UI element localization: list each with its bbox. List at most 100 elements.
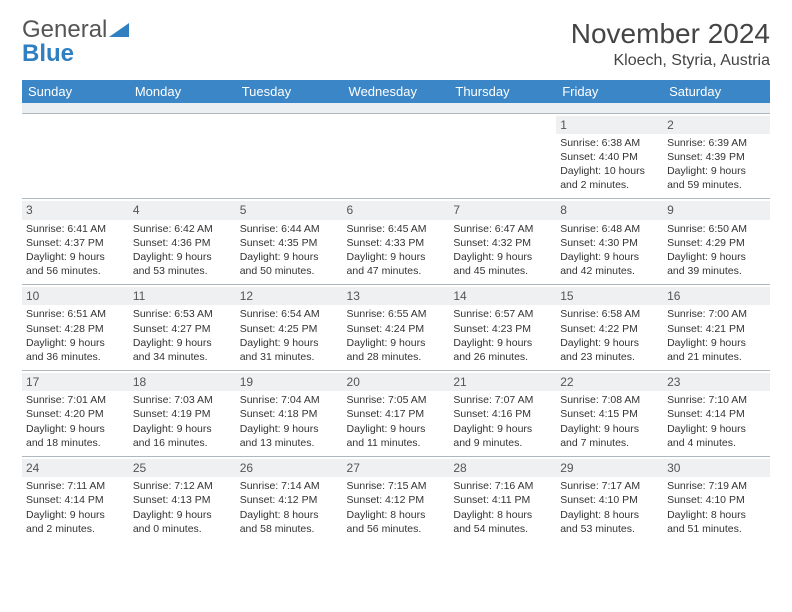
day-cell: 1Sunrise: 6:38 AMSunset: 4:40 PMDaylight… [556, 113, 663, 199]
sunrise-line: Sunrise: 7:00 AM [667, 307, 766, 321]
sunset-line: Sunset: 4:40 PM [560, 150, 659, 164]
day-cell: 29Sunrise: 7:17 AMSunset: 4:10 PMDayligh… [556, 457, 663, 542]
day-cell: 22 Sunrise: 7:08 AMSunset: 4:15 PMDayligh… [556, 371, 663, 457]
day-number: 30 [663, 459, 770, 477]
day-cell: 13Sunrise: 6:55 AMSunset: 4:24 PMDayligh… [343, 285, 450, 371]
sunrise-line: Sunrise: 6:41 AM [26, 222, 125, 236]
sunset-line: Sunset: 4:10 PM [560, 493, 659, 507]
spacer-row [22, 103, 770, 113]
daylight-line: Daylight: 9 hours and 42 minutes. [560, 250, 659, 278]
sunset-line: Sunset: 4:32 PM [453, 236, 552, 250]
empty-cell [343, 113, 450, 199]
empty-cell [236, 113, 343, 199]
sunrise-line: Sunrise: 7:04 AM [240, 393, 339, 407]
day-cell: 17Sunrise: 7:01 AMSunset: 4:20 PMDayligh… [22, 371, 129, 457]
weekday-header: Tuesday [236, 80, 343, 103]
sunrise-line: Sunrise: 6:51 AM [26, 307, 125, 321]
daylight-line: Daylight: 9 hours and 7 minutes. [560, 422, 659, 450]
daylight-line: Daylight: 8 hours and 53 minutes. [560, 508, 659, 536]
sunrise-line: Sunrise: 6:57 AM [453, 307, 552, 321]
sunrise-line: Sunrise: 6:47 AM [453, 222, 552, 236]
day-number: 14 [449, 287, 556, 305]
empty-cell [22, 113, 129, 199]
day-cell: 21Sunrise: 7:07 AMSunset: 4:16 PMDayligh… [449, 371, 556, 457]
sunrise-line: Sunrise: 6:44 AM [240, 222, 339, 236]
day-number: 16 [663, 287, 770, 305]
sunrise-line: Sunrise: 7:08 AM [560, 393, 659, 407]
logo: General Blue [22, 18, 129, 66]
day-number: 23 [663, 373, 770, 391]
day-cell: 18Sunrise: 7:03 AMSunset: 4:19 PMDayligh… [129, 371, 236, 457]
day-cell: 28Sunrise: 7:16 AMSunset: 4:11 PMDayligh… [449, 457, 556, 542]
day-cell: 4Sunrise: 6:42 AMSunset: 4:36 PMDaylight… [129, 199, 236, 285]
sunrise-line: Sunrise: 6:55 AM [347, 307, 446, 321]
sunset-line: Sunset: 4:24 PM [347, 322, 446, 336]
sunrise-line: Sunrise: 7:14 AM [240, 479, 339, 493]
empty-cell [129, 113, 236, 199]
sunset-line: Sunset: 4:11 PM [453, 493, 552, 507]
sunrise-line: Sunrise: 7:05 AM [347, 393, 446, 407]
sunset-line: Sunset: 4:12 PM [240, 493, 339, 507]
daylight-line: Daylight: 9 hours and 31 minutes. [240, 336, 339, 364]
sunrise-line: Sunrise: 6:39 AM [667, 136, 766, 150]
sunrise-line: Sunrise: 6:48 AM [560, 222, 659, 236]
day-number: 27 [343, 459, 450, 477]
sunrise-line: Sunrise: 7:11 AM [26, 479, 125, 493]
sunrise-line: Sunrise: 6:38 AM [560, 136, 659, 150]
day-number: 9 [663, 201, 770, 219]
weekday-header: Thursday [449, 80, 556, 103]
day-cell: 30Sunrise: 7:19 AMSunset: 4:10 PMDayligh… [663, 457, 770, 542]
day-cell: 14 Sunrise: 6:57 AMSunset: 4:23 PMDayligh… [449, 285, 556, 371]
sunset-line: Sunset: 4:14 PM [667, 407, 766, 421]
weekday-header: Wednesday [343, 80, 450, 103]
day-number: 8 [556, 201, 663, 219]
sunset-line: Sunset: 4:23 PM [453, 322, 552, 336]
daylight-line: Daylight: 9 hours and 26 minutes. [453, 336, 552, 364]
sunset-line: Sunset: 4:15 PM [560, 407, 659, 421]
day-number: 4 [129, 201, 236, 219]
sunset-line: Sunset: 4:39 PM [667, 150, 766, 164]
sunset-line: Sunset: 4:18 PM [240, 407, 339, 421]
sunrise-line: Sunrise: 7:07 AM [453, 393, 552, 407]
day-number: 19 [236, 373, 343, 391]
day-number: 17 [22, 373, 129, 391]
sunrise-line: Sunrise: 7:19 AM [667, 479, 766, 493]
daylight-line: Daylight: 9 hours and 4 minutes. [667, 422, 766, 450]
day-cell: 24Sunrise: 7:11 AMSunset: 4:14 PMDayligh… [22, 457, 129, 542]
day-number: 12 [236, 287, 343, 305]
day-number: 21 [449, 373, 556, 391]
sunrise-line: Sunrise: 6:58 AM [560, 307, 659, 321]
sunrise-line: Sunrise: 7:12 AM [133, 479, 232, 493]
sunset-line: Sunset: 4:17 PM [347, 407, 446, 421]
day-number: 22 [556, 373, 663, 391]
day-cell: 7Sunrise: 6:47 AMSunset: 4:32 PMDaylight… [449, 199, 556, 285]
week-row: 3Sunrise: 6:41 AMSunset: 4:37 PMDaylight… [22, 199, 770, 285]
logo-word2: Blue [22, 40, 74, 67]
logo-word1: General [22, 16, 107, 43]
day-cell: 26Sunrise: 7:14 AMSunset: 4:12 PMDayligh… [236, 457, 343, 542]
day-number: 20 [343, 373, 450, 391]
sunrise-line: Sunrise: 6:53 AM [133, 307, 232, 321]
sunset-line: Sunset: 4:20 PM [26, 407, 125, 421]
day-number: 25 [129, 459, 236, 477]
sunset-line: Sunset: 4:16 PM [453, 407, 552, 421]
weekday-header: Friday [556, 80, 663, 103]
day-number: 7 [449, 201, 556, 219]
daylight-line: Daylight: 9 hours and 53 minutes. [133, 250, 232, 278]
header: General Blue November 2024 Kloech, Styri… [22, 18, 770, 70]
week-row: 1Sunrise: 6:38 AMSunset: 4:40 PMDaylight… [22, 113, 770, 199]
sunset-line: Sunset: 4:37 PM [26, 236, 125, 250]
day-number: 26 [236, 459, 343, 477]
sunset-line: Sunset: 4:13 PM [133, 493, 232, 507]
day-cell: 3Sunrise: 6:41 AMSunset: 4:37 PMDaylight… [22, 199, 129, 285]
sunrise-line: Sunrise: 7:15 AM [347, 479, 446, 493]
day-number: 5 [236, 201, 343, 219]
day-number: 15 [556, 287, 663, 305]
sunset-line: Sunset: 4:19 PM [133, 407, 232, 421]
week-row: 10Sunrise: 6:51 AMSunset: 4:28 PMDayligh… [22, 285, 770, 371]
sunset-line: Sunset: 4:10 PM [667, 493, 766, 507]
day-cell: 6Sunrise: 6:45 AMSunset: 4:33 PMDaylight… [343, 199, 450, 285]
daylight-line: Daylight: 9 hours and 56 minutes. [26, 250, 125, 278]
sunrise-line: Sunrise: 6:50 AM [667, 222, 766, 236]
daylight-line: Daylight: 9 hours and 28 minutes. [347, 336, 446, 364]
